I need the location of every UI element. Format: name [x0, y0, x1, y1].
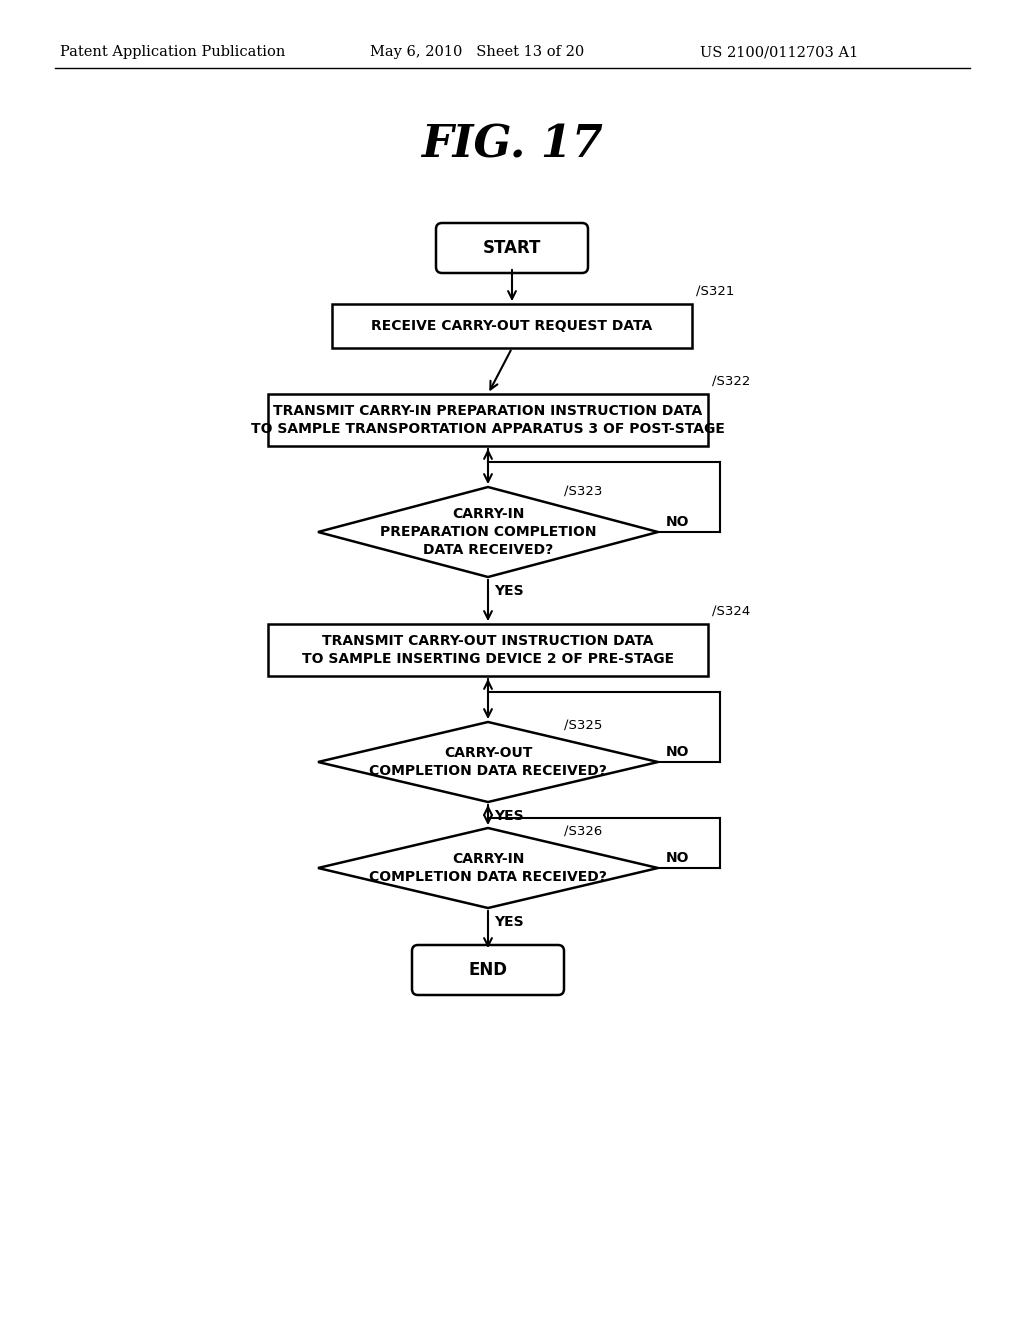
Text: YES: YES [494, 915, 523, 929]
Text: CARRY-IN
COMPLETION DATA RECEIVED?: CARRY-IN COMPLETION DATA RECEIVED? [369, 851, 607, 884]
Text: Patent Application Publication: Patent Application Publication [60, 45, 286, 59]
Text: CARRY-OUT
COMPLETION DATA RECEIVED?: CARRY-OUT COMPLETION DATA RECEIVED? [369, 746, 607, 779]
Text: NO: NO [666, 851, 689, 865]
Polygon shape [318, 722, 658, 803]
Text: FIG. 17: FIG. 17 [421, 124, 603, 166]
Text: YES: YES [494, 809, 523, 822]
Text: US 2100/0112703 A1: US 2100/0112703 A1 [700, 45, 858, 59]
Polygon shape [318, 487, 658, 577]
Text: TRANSMIT CARRY-IN PREPARATION INSTRUCTION DATA
TO SAMPLE TRANSPORTATION APPARATU: TRANSMIT CARRY-IN PREPARATION INSTRUCTIO… [251, 404, 725, 436]
Text: ∕S322: ∕S322 [712, 375, 751, 388]
Bar [268, 624, 708, 676]
FancyBboxPatch shape [436, 223, 588, 273]
Polygon shape [318, 828, 658, 908]
Bar [268, 393, 708, 446]
Text: ∕S323: ∕S323 [564, 486, 603, 498]
Text: END: END [469, 961, 508, 979]
Text: ∕S326: ∕S326 [564, 825, 603, 838]
Text: CARRY-IN
PREPARATION COMPLETION
DATA RECEIVED?: CARRY-IN PREPARATION COMPLETION DATA REC… [380, 507, 596, 557]
Text: ∕S324: ∕S324 [712, 605, 751, 618]
Bar [332, 304, 692, 348]
Text: RECEIVE CARRY-OUT REQUEST DATA: RECEIVE CARRY-OUT REQUEST DATA [372, 319, 652, 333]
Text: May 6, 2010   Sheet 13 of 20: May 6, 2010 Sheet 13 of 20 [370, 45, 585, 59]
Text: NO: NO [666, 515, 689, 529]
Text: START: START [482, 239, 542, 257]
Text: NO: NO [666, 744, 689, 759]
Text: YES: YES [494, 583, 523, 598]
Text: ∕S325: ∕S325 [564, 719, 603, 733]
Text: ∕S321: ∕S321 [696, 285, 734, 298]
FancyBboxPatch shape [412, 945, 564, 995]
Text: TRANSMIT CARRY-OUT INSTRUCTION DATA
TO SAMPLE INSERTING DEVICE 2 OF PRE-STAGE: TRANSMIT CARRY-OUT INSTRUCTION DATA TO S… [302, 634, 674, 667]
